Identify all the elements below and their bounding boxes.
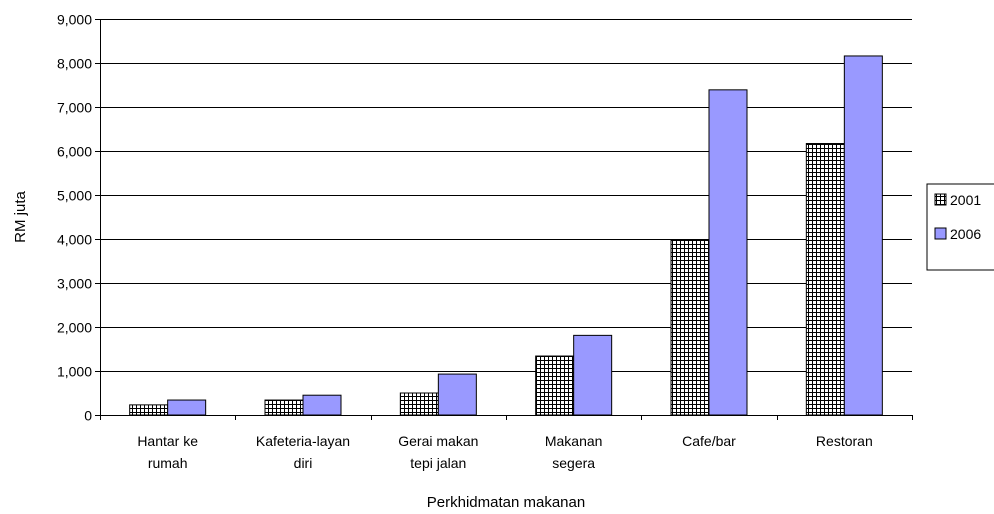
x-tick-label: Cafe/bar — [682, 433, 736, 449]
y-tick-label: 4,000 — [57, 232, 92, 248]
legend-swatch-2001 — [934, 193, 947, 206]
y-tick-label: 6,000 — [57, 144, 92, 160]
y-tick-label: 7,000 — [57, 100, 92, 116]
bar-2006 — [437, 373, 477, 416]
bar-2001 — [129, 404, 169, 416]
x-tick-label: Restoran — [816, 433, 873, 449]
legend: 2001 2006 — [926, 183, 994, 271]
y-tick-label: 3,000 — [57, 276, 92, 292]
bar-2001 — [535, 355, 575, 416]
bar-2006 — [573, 334, 613, 416]
x-tick-label: Makanan segera — [545, 433, 603, 471]
legend-label-2006: 2006 — [950, 226, 981, 242]
legend-swatch-2006 — [934, 227, 947, 240]
x-tick-label: Kafeteria-layan diri — [256, 433, 350, 471]
axes — [100, 19, 912, 416]
y-tick-label: 8,000 — [57, 56, 92, 72]
bar-2006 — [843, 55, 883, 416]
y-tick-label: 9,000 — [57, 12, 92, 28]
bar-2001 — [670, 239, 710, 416]
bar-2001 — [805, 143, 845, 416]
x-tick-label: Hantar ke rumah — [137, 433, 198, 471]
y-tick-labels: 0 1,000 2,000 3,000 4,000 5,000 6,000 7,000 8,00… — [57, 12, 100, 424]
bar-series — [129, 55, 883, 416]
y-tick-label: 0 — [84, 408, 92, 424]
x-tick-label: Gerai makan tepi jalan — [398, 433, 478, 471]
x-tick-labels: Hantar ke rumah Kafeteria-layan diri Gerai m… — [100, 415, 913, 471]
y-tick-label: 5,000 — [57, 188, 92, 204]
gridlines — [100, 19, 912, 372]
bar-2001 — [399, 392, 439, 416]
x-axis-title: Perkhidmatan makanan — [427, 494, 585, 511]
legend-label-2001: 2001 — [950, 192, 981, 208]
y-tick-label: 2,000 — [57, 320, 92, 336]
bar-2001 — [264, 399, 304, 416]
y-axis-title: RM juta — [12, 191, 29, 243]
bar-2006 — [167, 399, 207, 416]
y-tick-label: 1,000 — [57, 364, 92, 380]
bar-2006 — [302, 394, 342, 416]
bar-2006 — [708, 89, 748, 416]
